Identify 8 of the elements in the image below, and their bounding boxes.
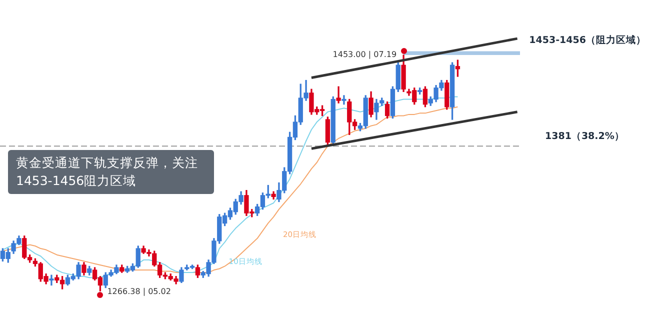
annotation: 1266.38 | 05.02	[107, 287, 171, 296]
band-label: 1453-1456（阻力区域）	[529, 34, 646, 46]
candlestick	[342, 95, 346, 105]
candlestick	[336, 86, 341, 104]
annotation: 1453.00 | 07.19	[332, 50, 397, 60]
candlestick	[49, 274, 54, 286]
ref-line-label: 1381（38.2%）	[545, 130, 624, 142]
text: 黄金受通道下轨支撑反弹，关注1453-1456阻力区域	[8, 150, 214, 194]
